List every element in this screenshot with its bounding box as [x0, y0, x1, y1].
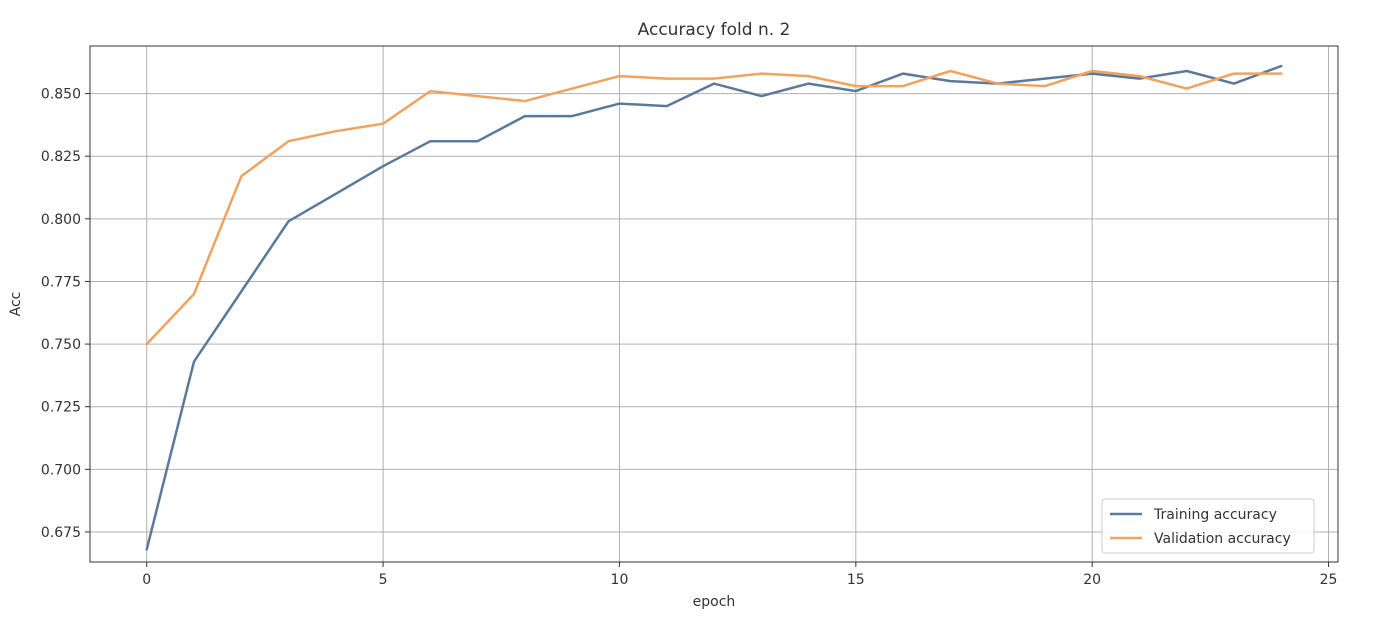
y-tick-label: 0.800 [41, 212, 81, 228]
y-axis-title: Acc [8, 292, 24, 317]
x-tick-label: 0 [142, 572, 151, 588]
chart-title: Accuracy fold n. 2 [638, 20, 791, 40]
legend: Training accuracy Validation accuracy [1101, 498, 1315, 554]
y-tick-label: 0.700 [41, 462, 81, 478]
y-tick-label: 0.825 [41, 149, 81, 165]
x-tick-label: 25 [1320, 572, 1338, 588]
legend-box [1101, 498, 1315, 554]
y-tick-label: 0.675 [41, 525, 81, 541]
y-tick-label: 0.775 [41, 274, 81, 290]
y-tick-label: 0.750 [41, 337, 81, 353]
x-tick-label: 5 [379, 572, 388, 588]
y-tick-label: 0.725 [41, 400, 81, 416]
series-layer [145, 64, 1283, 551]
x-tick-label: 10 [611, 572, 629, 588]
x-tick-label: 15 [847, 572, 865, 588]
tick-layer: 0 5 10 15 20 25 0.675 0.700 0.725 0.750 0.775 0.800… [41, 87, 1338, 588]
x-axis-title: epoch [693, 594, 736, 610]
series-line-training [145, 64, 1283, 551]
plot-frame [89, 45, 1339, 563]
legend-label-training: Training accuracy [1153, 507, 1277, 523]
x-tick-label: 20 [1083, 572, 1101, 588]
legend-label-validation: Validation accuracy [1154, 531, 1291, 547]
series-line-validation [145, 69, 1283, 346]
y-tick-label: 0.850 [41, 87, 81, 103]
grid-layer [90, 46, 1338, 562]
